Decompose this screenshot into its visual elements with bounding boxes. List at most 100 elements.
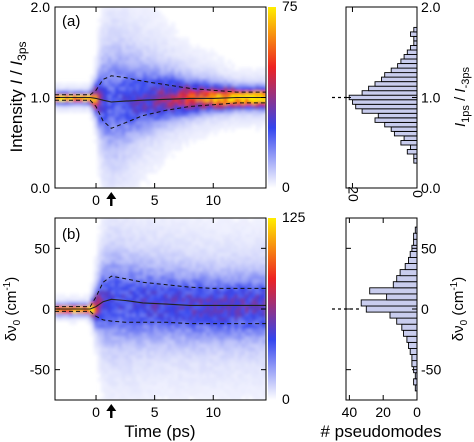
heatmap-cell [185, 236, 190, 242]
heatmap-cell [178, 354, 183, 359]
heatmap-cell [118, 86, 123, 91]
heatmap-cell [111, 362, 116, 367]
heatmap-cell [164, 377, 169, 382]
heatmap-cell [213, 97, 218, 102]
heatmap-cell [251, 105, 257, 110]
heatmap-cell [114, 10, 119, 16]
heatmap-cell [251, 316, 257, 321]
heatmap-cell [139, 354, 144, 359]
heatmap-cell [262, 101, 266, 106]
heatmap-cell [209, 316, 214, 321]
heatmap-cell [104, 229, 109, 234]
heatmap-cell [241, 362, 246, 367]
heatmap-cell [202, 354, 207, 359]
heatmap-cell [171, 244, 176, 249]
heatmap-cell [111, 67, 116, 72]
heatmap-cell [192, 218, 197, 223]
heatmap-cell [237, 274, 242, 280]
heatmap-cell [149, 233, 155, 238]
heatmap-cell [206, 123, 211, 129]
heatmap-cell [132, 358, 137, 363]
heatmap-cell [114, 123, 119, 129]
heatmap-cell [192, 346, 197, 352]
heatmap-cell [227, 221, 232, 227]
heatmap-cell [195, 293, 200, 299]
heatmap-cell [125, 339, 130, 344]
heatmap-cell [174, 105, 179, 110]
heatmap-cell [251, 358, 257, 363]
histogram-y-tick-label: 0.0 [421, 180, 441, 196]
heatmap-cell [234, 312, 239, 318]
heatmap-cell [135, 112, 140, 117]
heatmap-cell [156, 369, 162, 375]
heatmap-cell [149, 63, 155, 68]
heatmap-cell [209, 312, 214, 318]
heatmap-cell [185, 335, 190, 340]
heatmap-cell [188, 240, 193, 246]
heatmap-cell [76, 86, 81, 91]
heatmap-cell [262, 218, 266, 223]
heatmap-cell [93, 293, 98, 299]
heatmap-cell [139, 63, 144, 68]
heatmap-cell [251, 384, 257, 390]
heatmap-cell [146, 59, 151, 65]
heatmap-cell [90, 286, 95, 291]
heatmap-cell [97, 18, 102, 23]
heatmap-cell [167, 255, 172, 261]
heatmap-cell [97, 25, 102, 31]
heatmap-cell [251, 244, 257, 249]
heatmap-cell [237, 248, 242, 253]
heatmap-cell [188, 369, 193, 375]
heatmap-cell [244, 112, 250, 117]
heatmap-cell [185, 82, 190, 87]
heatmap-cell [171, 67, 176, 72]
heatmap-cell [167, 312, 172, 318]
heatmap-cell [188, 282, 193, 287]
heatmap-cell [251, 365, 257, 371]
heatmap-cell [213, 339, 218, 344]
heatmap-cell [142, 384, 148, 390]
heatmap-cell [174, 116, 179, 121]
heatmap-cell [132, 176, 137, 182]
heatmap-cell [97, 105, 102, 110]
heatmap-cell [121, 82, 126, 87]
heatmap-cell [209, 263, 214, 268]
heatmap-cell [149, 116, 155, 121]
heatmap-cell [86, 305, 91, 310]
heatmap-cell [237, 229, 242, 234]
heatmap-cell [248, 244, 253, 249]
heatmap-cell [146, 165, 151, 170]
y-axis-title-b: δν0 (cm-1) [2, 277, 23, 342]
heatmap-cell [227, 282, 232, 287]
heatmap-cell [107, 255, 112, 261]
heatmap-cell [199, 297, 204, 303]
heatmap-cell [125, 236, 130, 242]
histogram-bar [386, 293, 418, 301]
heatmap-cell [227, 120, 232, 125]
heatmap-cell [237, 339, 242, 344]
heatmap-cell [230, 388, 235, 394]
heatmap-cell [185, 44, 190, 50]
heatmap-cell [209, 74, 214, 80]
heatmap-cell [213, 331, 218, 337]
heatmap-cell [213, 263, 218, 268]
heatmap-cell [244, 259, 250, 265]
heatmap-cell [114, 108, 119, 114]
heatmap-cell [258, 97, 264, 102]
heatmap-cell [97, 63, 102, 68]
heatmap-cell [135, 74, 140, 80]
heatmap-cell [258, 392, 264, 397]
heatmap-cell [160, 120, 165, 125]
heatmap-cell [135, 180, 140, 185]
heatmap-cell [237, 354, 242, 359]
heatmap-cell [164, 362, 169, 367]
heatmap-cell [111, 59, 116, 65]
heatmap-cell [149, 396, 155, 400]
heatmap-cell [100, 176, 105, 182]
heatmap-cell [83, 86, 88, 91]
heatmap-cell [125, 346, 130, 352]
heatmap-cell [135, 116, 140, 121]
heatmap-cell [125, 327, 130, 333]
heatmap-cell [220, 263, 225, 268]
heatmap-cell [139, 233, 144, 238]
